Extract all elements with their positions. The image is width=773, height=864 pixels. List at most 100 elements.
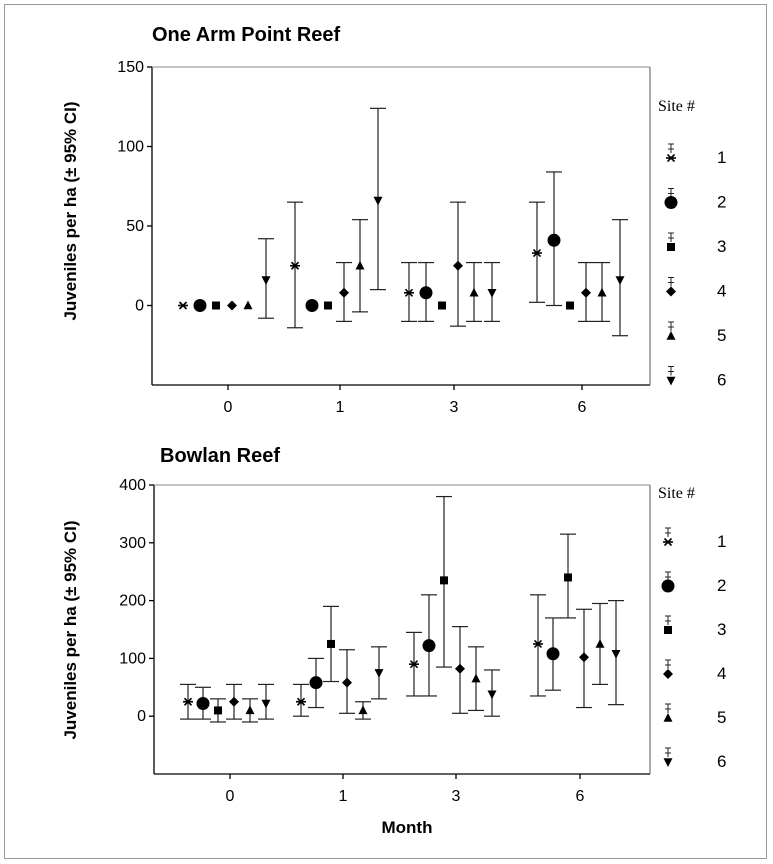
point-site-4	[342, 677, 352, 688]
legend-label: 2	[717, 576, 726, 595]
point-site-1	[532, 248, 542, 258]
point-site-5	[358, 705, 368, 715]
point-site-6	[487, 289, 497, 298]
point-site-2	[193, 299, 207, 312]
point-site-2	[305, 299, 319, 312]
point-site-2	[196, 696, 210, 710]
y-tick-label: 0	[137, 708, 146, 725]
legend-title: Site #	[658, 485, 695, 502]
point-site-4	[227, 300, 237, 311]
x-tick-label: 1	[336, 399, 345, 416]
plot-area	[178, 107, 628, 337]
legend-item-site-1: 1	[666, 143, 726, 167]
legend-label: 4	[717, 664, 726, 683]
y-tick-label: 200	[119, 593, 146, 610]
y-tick-label: 0	[135, 298, 144, 315]
point-site-1	[178, 301, 188, 310]
y-axis-label: Juveniles per ha (± 95% CI)	[61, 101, 80, 320]
legend-label: 6	[717, 752, 726, 771]
point-site-2	[547, 233, 561, 247]
legend-item-site-4: 4	[666, 277, 726, 301]
legend-marker-site-2	[661, 579, 675, 593]
panel-bowlan: Bowlan Reef Juveniles per ha (± 95% CI) …	[61, 445, 726, 837]
plot-area	[180, 495, 624, 723]
point-site-5	[471, 673, 481, 683]
point-site-5	[243, 300, 253, 310]
x-tick-label: 0	[226, 788, 235, 805]
y-tick-label: 300	[119, 535, 146, 552]
point-site-1	[183, 697, 193, 706]
point-site-4	[579, 652, 589, 663]
point-site-1	[290, 261, 300, 270]
legend-marker-site-2	[664, 196, 678, 209]
legend-item-site-3: 3	[664, 615, 726, 639]
point-site-4	[339, 287, 349, 298]
y-axis-label: Juveniles per ha (± 95% CI)	[61, 520, 80, 739]
point-site-2	[422, 639, 436, 653]
legend-item-site-5: 5	[666, 321, 726, 345]
error-bar-site-1	[293, 683, 309, 717]
y-tick-label: 400	[119, 477, 146, 494]
point-site-5	[595, 638, 605, 648]
point-site-1	[296, 697, 306, 706]
legend-marker-site-3	[664, 626, 672, 634]
point-site-3	[214, 706, 222, 715]
point-site-6	[487, 690, 497, 700]
point-site-5	[597, 287, 607, 297]
legend: 1 2 3 4 5 6	[661, 527, 726, 771]
legend-item-site-6: 6	[666, 366, 726, 390]
legend-label: 5	[717, 326, 726, 345]
axes: 0 100 200 300 400 0 1 3 6	[119, 477, 651, 805]
point-site-5	[245, 705, 255, 715]
x-tick-label: 6	[578, 399, 587, 416]
point-site-3	[212, 301, 220, 310]
point-site-5	[469, 287, 479, 297]
legend-marker-site-6	[663, 758, 673, 767]
legend-marker-site-5	[666, 331, 676, 340]
y-tick-label: 150	[117, 59, 144, 76]
y-tick-label: 50	[126, 218, 144, 235]
error-bar-site-1	[530, 594, 546, 697]
axes: 0 50 100 150 0 1 3 6	[117, 59, 651, 416]
legend-marker-site-3	[667, 243, 675, 251]
legend-marker-site-1	[666, 153, 676, 163]
legend-item-site-3: 3	[667, 232, 726, 256]
point-site-6	[374, 669, 384, 678]
legend-label: 3	[717, 237, 726, 256]
legend-marker-site-4	[663, 669, 673, 679]
legend-label: 6	[717, 371, 726, 390]
point-site-4	[581, 287, 591, 298]
y-tick-label: 100	[119, 650, 146, 667]
point-site-2	[419, 286, 433, 300]
legend-marker-site-4	[666, 286, 676, 297]
figure-frame	[4, 4, 767, 859]
legend-marker-site-1	[663, 537, 673, 547]
point-site-5	[355, 260, 365, 270]
legend-label: 2	[717, 193, 726, 212]
legend-item-site-6: 6	[663, 747, 726, 771]
point-site-3	[564, 573, 572, 582]
point-site-6	[261, 699, 271, 709]
x-axis-label: Month	[382, 818, 433, 837]
point-site-3	[438, 301, 446, 310]
point-site-1	[404, 288, 414, 297]
legend-title: Site #	[658, 98, 695, 115]
point-site-3	[566, 301, 574, 310]
point-site-3	[440, 576, 448, 585]
legend-marker-site-5	[663, 713, 673, 722]
point-site-4	[229, 696, 239, 707]
legend-label: 1	[717, 148, 726, 167]
legend-item-site-4: 4	[663, 659, 726, 683]
point-site-6	[611, 650, 621, 659]
point-site-1	[409, 660, 419, 669]
panel-one-arm-point: One Arm Point Reef Juveniles per ha (± 9…	[61, 24, 726, 416]
point-site-6	[615, 276, 625, 286]
legend: 1 2 3 4 5 6	[664, 143, 726, 390]
x-tick-label: 0	[224, 399, 233, 416]
x-tick-label: 1	[339, 788, 348, 805]
x-tick-label: 6	[576, 788, 585, 805]
point-site-4	[453, 260, 463, 271]
legend-marker-site-6	[666, 376, 676, 386]
point-site-2	[309, 676, 323, 690]
